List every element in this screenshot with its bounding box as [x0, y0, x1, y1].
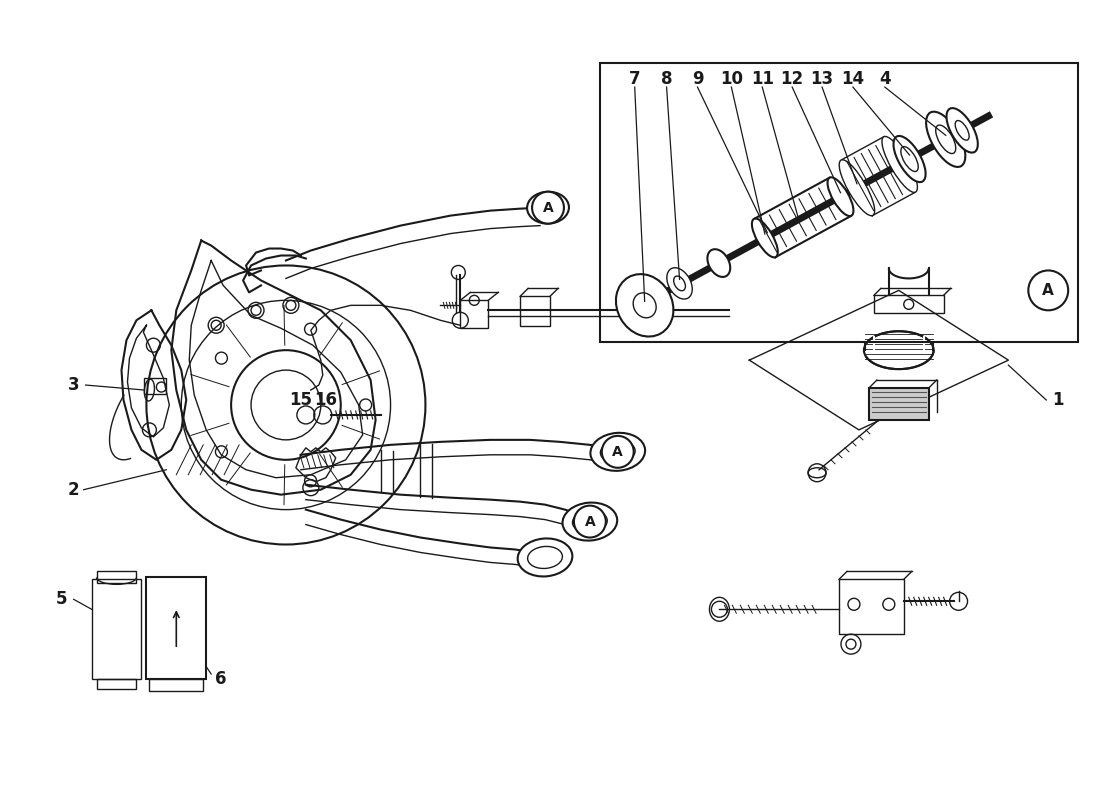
Bar: [150, 679, 204, 691]
Circle shape: [602, 436, 634, 468]
Ellipse shape: [946, 108, 978, 153]
Bar: [146, 578, 206, 679]
Text: A: A: [1043, 283, 1054, 298]
Bar: [91, 579, 142, 679]
Text: 10: 10: [719, 70, 742, 88]
Text: 11: 11: [751, 70, 773, 88]
Circle shape: [574, 506, 606, 538]
Bar: [600, 63, 1078, 342]
Ellipse shape: [827, 178, 854, 216]
Text: 6: 6: [216, 670, 227, 688]
Text: 9: 9: [692, 70, 703, 88]
Ellipse shape: [634, 293, 657, 318]
Bar: [460, 300, 488, 328]
Ellipse shape: [901, 146, 918, 171]
Text: 2: 2: [68, 481, 79, 498]
Text: 12: 12: [781, 70, 804, 88]
Text: 14: 14: [842, 70, 865, 88]
Bar: [97, 679, 136, 689]
Text: 4: 4: [879, 70, 891, 88]
Bar: [520, 296, 550, 326]
Text: 7: 7: [629, 70, 640, 88]
Bar: [869, 388, 928, 420]
Text: 5: 5: [56, 590, 67, 608]
Text: A: A: [584, 514, 595, 529]
Text: A: A: [613, 445, 623, 459]
Ellipse shape: [562, 502, 617, 541]
Circle shape: [532, 192, 564, 224]
Ellipse shape: [936, 125, 956, 154]
Ellipse shape: [752, 218, 778, 258]
Text: 8: 8: [661, 70, 672, 88]
Ellipse shape: [707, 250, 730, 277]
Ellipse shape: [955, 121, 969, 140]
Ellipse shape: [839, 160, 875, 216]
Bar: [839, 579, 904, 634]
Ellipse shape: [882, 137, 917, 192]
Bar: [144, 378, 166, 394]
Ellipse shape: [667, 268, 692, 299]
Text: 16: 16: [315, 391, 338, 409]
Text: 3: 3: [68, 376, 79, 394]
Text: 15: 15: [289, 391, 312, 409]
Text: A: A: [542, 201, 553, 214]
Ellipse shape: [591, 433, 645, 471]
Text: 1: 1: [1053, 391, 1064, 409]
Ellipse shape: [518, 538, 572, 577]
Ellipse shape: [527, 192, 569, 224]
Ellipse shape: [616, 274, 673, 337]
Text: 13: 13: [811, 70, 834, 88]
Bar: [97, 571, 136, 583]
Circle shape: [1028, 270, 1068, 310]
Ellipse shape: [893, 136, 925, 182]
Ellipse shape: [926, 112, 966, 167]
Bar: [873, 295, 944, 314]
